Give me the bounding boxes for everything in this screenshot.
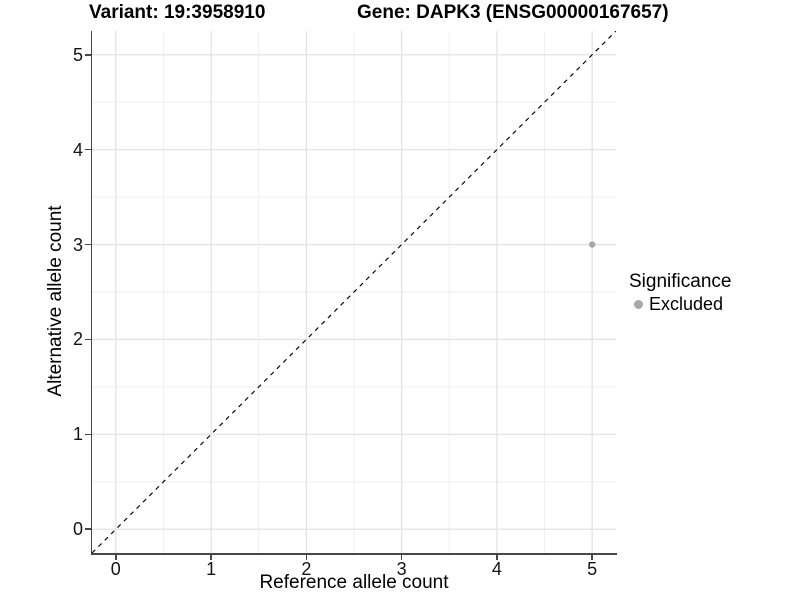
- data-point: [588, 241, 596, 248]
- y-tick-mark: [85, 338, 91, 341]
- y-tick-mark: [85, 243, 91, 246]
- x-tick-label: 4: [491, 559, 502, 579]
- legend: Significance Excluded: [629, 271, 731, 314]
- legend-entry-label: Excluded: [649, 294, 724, 314]
- legend-key-dot: [634, 299, 643, 309]
- y-axis-line: [90, 31, 93, 555]
- x-tick-mark: [400, 554, 403, 561]
- y-tick-label: 3: [72, 234, 83, 255]
- y-tick-label: 0: [72, 519, 83, 540]
- y-tick-mark: [85, 528, 91, 531]
- y-tick-mark: [85, 53, 91, 56]
- plot-title-variant: Variant: 19:3958910: [89, 2, 266, 23]
- plot-title-gene: Gene: DAPK3 (ENSG00000167657): [357, 2, 669, 23]
- x-tick-mark: [115, 554, 117, 561]
- x-tick-label: 5: [587, 559, 598, 579]
- y-tick-mark: [85, 148, 91, 151]
- identity-reference-line: [92, 31, 616, 553]
- y-tick-label: 5: [72, 44, 83, 65]
- x-tick-label: 1: [206, 559, 217, 579]
- x-tick-mark: [591, 554, 593, 561]
- x-tick-label: 3: [396, 559, 407, 579]
- x-tick-mark: [210, 554, 212, 561]
- plot-panel: [92, 31, 616, 553]
- legend-entry-excluded: Excluded: [629, 294, 731, 314]
- x-tick-mark: [305, 554, 308, 561]
- x-axis-line: [90, 553, 617, 555]
- y-tick-label: 1: [72, 424, 83, 445]
- x-tick-mark: [496, 554, 498, 561]
- y-tick-label: 4: [72, 139, 83, 160]
- x-tick-label: 2: [301, 559, 312, 579]
- y-axis-title: Alternative allele count: [45, 205, 66, 397]
- y-tick-label: 2: [72, 329, 83, 350]
- x-axis-title: Reference allele count: [259, 572, 449, 593]
- x-tick-label: 0: [110, 559, 121, 579]
- legend-title: Significance: [629, 271, 732, 292]
- y-tick-mark: [85, 433, 91, 436]
